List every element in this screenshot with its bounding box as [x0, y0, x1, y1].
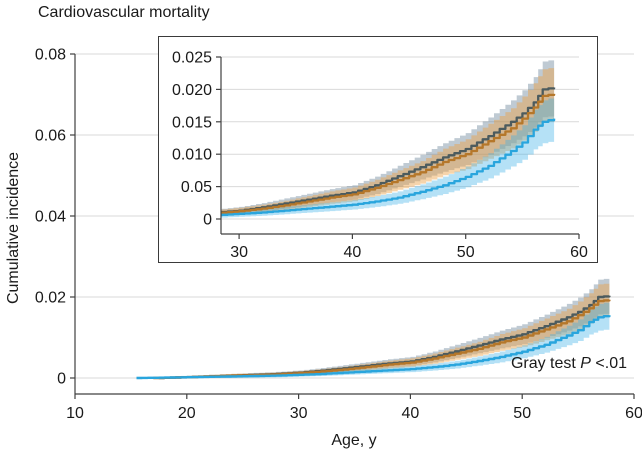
data-layer — [221, 59, 556, 218]
x-tick-label: 40 — [402, 405, 420, 422]
y-tick-label: 0 — [203, 212, 212, 229]
orange-curve — [221, 93, 556, 215]
orange-confidence-band — [153, 283, 610, 378]
light-blue-confidence-band — [221, 96, 555, 218]
x-tick-label: 50 — [513, 405, 531, 422]
x-axis-title: Age, y — [331, 432, 377, 449]
inset-chart: 0 0.05 0.010 0.015 0.020 0.025 30 40 50 60 — [172, 50, 588, 262]
x-tick-label: 10 — [66, 405, 84, 422]
x-tick-label: 30 — [290, 405, 308, 422]
y-tick-label: 0.08 — [35, 47, 66, 64]
x-tick-label: 60 — [570, 244, 588, 261]
y-tick-label: 0.015 — [172, 114, 212, 131]
x-tick-label: 60 — [625, 405, 642, 422]
inset-panel: 0 0.05 0.010 0.015 0.020 0.025 30 40 50 60 — [158, 36, 598, 263]
x-tick-label: 30 — [230, 244, 248, 261]
y-tick-label: 0.06 — [35, 128, 66, 145]
light-blue-curve — [221, 118, 556, 217]
y-tick-label: 0.04 — [35, 209, 66, 226]
dark-gray-confidence-band — [158, 278, 610, 378]
y-tick-label: 0.025 — [172, 50, 212, 67]
chart-title: Cardiovascular mortality — [38, 4, 210, 21]
light-blue-curve — [136, 315, 611, 380]
y-tick-label: 0 — [57, 371, 66, 388]
y-tick-label: 0.02 — [35, 290, 66, 307]
x-tick-label: 40 — [344, 244, 362, 261]
y-tick-label: 0.010 — [172, 147, 212, 164]
y-tick-label: 0.020 — [172, 82, 212, 99]
annotation-suffix: <.01 — [590, 355, 627, 372]
x-tick-label: 50 — [457, 244, 475, 261]
annotation-p-italic: P — [580, 355, 591, 372]
y-tick-label: 0.05 — [181, 179, 212, 196]
x-tick-label: 20 — [178, 405, 196, 422]
y-axis-title: Cumulative incidence — [5, 151, 22, 305]
gray-test-annotation: Gray test P <.01 — [511, 355, 627, 373]
annotation-prefix: Gray test — [510, 355, 581, 372]
